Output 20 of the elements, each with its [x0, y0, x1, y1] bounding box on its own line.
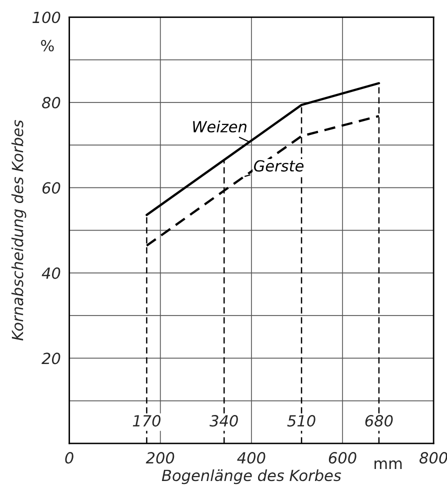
text: % — [41, 40, 54, 52]
legend-label: Gerste — [254, 160, 304, 172]
ref-line-label: 510 — [287, 415, 316, 427]
x-tick-label: 600 — [328, 452, 356, 464]
y-tick-label: 60 — [42, 182, 60, 194]
x-tick-label: 800 — [420, 452, 447, 464]
y-tick-label: 20 — [42, 352, 60, 364]
ref-line-label: 340 — [210, 415, 238, 427]
x-tick-label: 400 — [237, 452, 266, 464]
ref-line-label: 170 — [132, 415, 161, 427]
ref-line-label: 680 — [365, 415, 393, 427]
y-tick-label: 80 — [42, 96, 60, 108]
x-axis-title: Bogenlänge des Korbes — [162, 469, 342, 484]
series-label: Weizen — [193, 120, 246, 132]
x-tick-label: 0 — [65, 452, 74, 464]
y-tick-label: 40 — [42, 267, 60, 279]
y-axis-title: Kornabscheidung des Korbes — [11, 120, 26, 340]
y-tick-label: 100 — [32, 12, 60, 24]
text: mm — [374, 460, 402, 469]
x-tick-label: 200 — [146, 452, 174, 464]
